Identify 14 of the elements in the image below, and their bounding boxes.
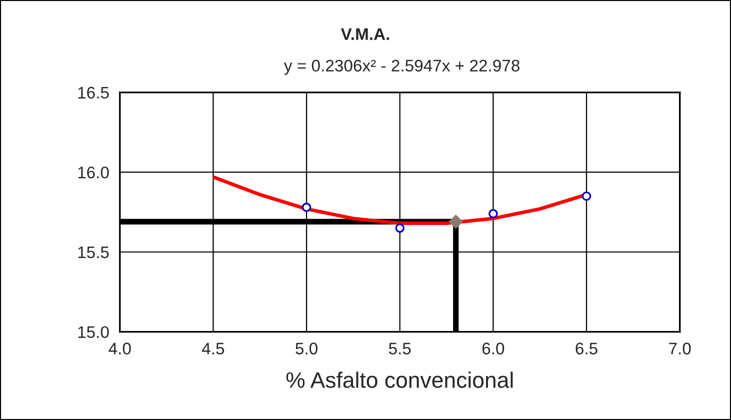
x-tick-label: 6.0: [482, 342, 504, 354]
x-tick-label: 7.0: [669, 342, 691, 354]
chart-subtitle: y = 0.2306x² - 2.5947x + 22.978: [284, 60, 520, 75]
x-tick-label: 4.5: [202, 342, 224, 354]
x-tick-label: 4.0: [108, 342, 131, 354]
y-tick-label: 16.0: [78, 166, 109, 178]
x-tick-label: 6.5: [576, 342, 598, 354]
x-axis-title: % Asfalto convencional: [286, 372, 513, 388]
chart-title: V.M.A.: [340, 28, 390, 40]
y-tick-label: 15.5: [78, 246, 109, 258]
y-tick-label: 15.0: [78, 326, 109, 338]
y-tick-label: 16.5: [78, 86, 109, 99]
x-tick-label: 5.0: [296, 342, 318, 354]
x-tick-label: 5.5: [388, 342, 411, 354]
